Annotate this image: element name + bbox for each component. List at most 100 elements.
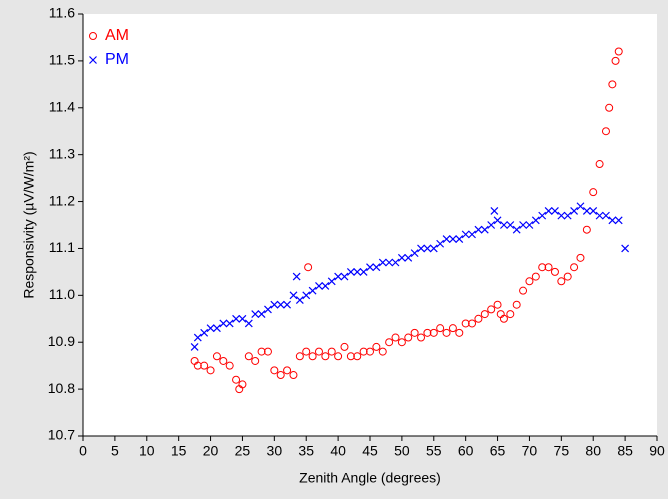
marker-circle [525,277,534,286]
marker-circle [346,352,355,361]
marker-cross [563,211,572,220]
legend-label: AM [105,27,129,44]
marker-cross [490,207,499,215]
marker-cross [366,263,374,272]
marker-circle [480,310,489,319]
marker-cross [461,230,470,239]
marker-cross [219,319,228,328]
marker-circle [219,356,228,365]
marker-circle [614,47,623,56]
legend-marker [89,32,97,40]
marker-circle [429,328,438,337]
marker-cross [602,211,610,220]
marker-cross [244,319,253,328]
x-tick-label: 80 [585,443,601,459]
marker-circle [244,352,253,361]
marker-circle [582,225,591,234]
marker-cross [595,211,604,220]
marker-cross [512,225,521,234]
plot-area [83,14,657,436]
marker-cross [302,291,311,300]
marker-circle [436,324,445,333]
y-tick-label: 11.5 [49,52,75,68]
marker-circle [605,103,614,112]
x-tick-label: 45 [362,443,378,459]
y-tick-label: 10.9 [48,333,75,349]
marker-circle [595,160,604,169]
marker-circle [302,347,311,356]
marker-circle [461,319,470,328]
x-tick-label: 5 [111,443,119,459]
marker-circle [232,375,241,384]
marker-circle [340,342,349,351]
marker-circle [493,300,502,309]
marker-circle [391,333,400,342]
marker-circle [499,314,508,323]
marker-cross [448,235,457,243]
marker-circle [550,267,559,276]
legend-marker [89,56,97,64]
marker-circle [289,371,298,380]
marker-cross [487,221,496,229]
marker-cross [292,272,301,281]
x-tick-label: 30 [267,443,283,459]
marker-cross [525,221,534,229]
marker-cross [295,296,304,304]
marker-circle [251,356,260,365]
x-tick-label: 25 [235,443,251,459]
marker-cross [570,207,579,215]
marker-cross [531,216,540,225]
marker-circle [611,56,620,65]
marker-cross [232,314,240,323]
marker-circle [563,272,572,281]
marker-circle [519,286,528,295]
marker-circle [557,277,566,286]
y-tick-label: 10.8 [48,380,75,396]
marker-cross [621,244,630,253]
marker-cross [423,244,432,253]
marker-circle [257,347,266,356]
marker-circle [589,188,598,197]
x-tick-label: 20 [203,443,219,459]
marker-circle [538,263,547,272]
marker-cross [551,207,559,215]
marker-cross [582,207,591,215]
marker-cross [321,282,330,290]
marker-circle [601,127,610,136]
marker-cross [519,221,527,229]
marker-circle [474,314,483,323]
y-tick-label: 11.3 [49,145,75,161]
x-tick-label: 65 [490,443,506,459]
marker-cross [436,239,445,248]
y-tick-label: 11.4 [49,98,75,114]
marker-cross [404,253,413,262]
marker-cross [264,305,272,314]
marker-circle [321,352,330,361]
marker-cross [480,225,489,234]
x-tick-label: 55 [426,443,442,459]
marker-cross [353,267,362,276]
marker-circle [276,371,285,380]
x-tick-label: 90 [649,443,665,459]
marker-circle [410,328,419,337]
marker-cross [474,225,483,234]
marker-cross [493,216,502,225]
x-tick-label: 10 [139,443,155,459]
marker-cross [315,282,323,290]
marker-circle [417,333,426,342]
marker-circle [448,324,457,333]
y-tick-label: 10.7 [48,427,75,443]
marker-circle [455,328,464,337]
marker-circle [442,328,451,337]
marker-circle [353,352,362,361]
marker-circle [295,352,304,361]
marker-cross [417,244,425,253]
marker-cross [251,310,260,319]
marker-circle [512,300,521,309]
marker-cross [289,291,298,300]
y-tick-label: 11.2 [49,192,75,208]
marker-circle [359,347,368,356]
x-tick-label: 40 [330,443,346,459]
marker-circle [314,347,323,356]
